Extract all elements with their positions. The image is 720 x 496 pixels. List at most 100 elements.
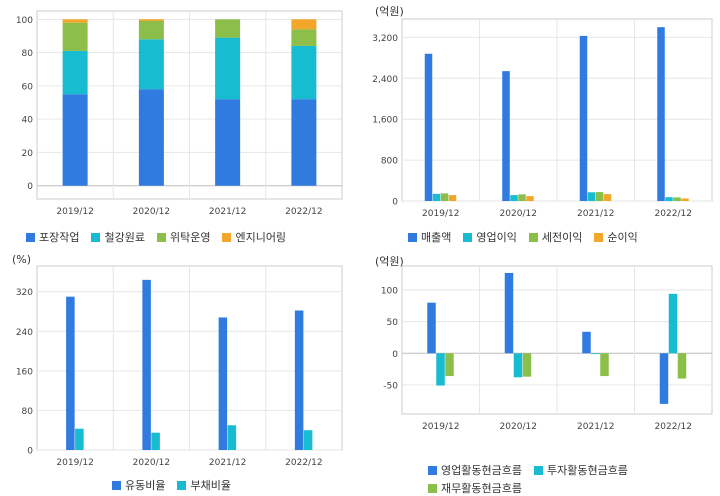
bar (440, 193, 449, 201)
legend-swatch (26, 232, 35, 242)
bar (62, 50, 88, 95)
bar (291, 45, 317, 100)
legend-label: 세전이익 (541, 231, 583, 244)
x-tick-label: 2019/12 (56, 458, 93, 468)
bar (62, 94, 88, 186)
bar (595, 192, 604, 201)
x-tick-label: 2022/12 (285, 207, 322, 217)
x-tick-label: 2019/12 (422, 422, 459, 432)
income-chart-panel: (억원) 0 800 1,600 2,400 3,200 2019/12 2020/12 20… (372, 5, 713, 219)
x-tick-label: 2021/12 (577, 422, 614, 432)
bar (668, 293, 678, 354)
bar (681, 198, 689, 201)
y-tick-label: 320 (16, 288, 33, 298)
bar (303, 430, 313, 450)
bar (138, 19, 164, 21)
legend-item: 철강원료 (91, 229, 145, 245)
legend-item: 투자활동현금흐름 (533, 462, 628, 478)
composition-chart-panel: 0 20 40 60 80 100 2019/12 2020/12 2021/12 2022/12 (10, 10, 343, 226)
composition-chart: 0 20 40 60 80 100 2019/12 2020/12 2021/12 2022/12 (16, 10, 343, 217)
bar (66, 296, 75, 450)
legend-swatch (594, 232, 604, 242)
legend-label: 순이익 (607, 231, 638, 244)
bar (62, 19, 88, 23)
x-tick-label: 2020/12 (133, 458, 170, 468)
x-tick-label: 2020/12 (500, 209, 537, 219)
ratio-chart-panel: (%) 0 80 160 240 320 2019/12 2020/12 2021/12 202… (10, 253, 343, 468)
x-tick-label: 2021/12 (209, 207, 246, 217)
legend-item: 순이익 (594, 229, 638, 245)
legend-item: 엔지니어링 (222, 229, 286, 245)
bar (291, 29, 317, 46)
bar (291, 19, 317, 30)
legend-label: 영업활동현금흐름 (441, 464, 522, 477)
bar (502, 71, 510, 201)
chart-unit-label: (억원) (375, 255, 404, 268)
chart-unit-label: (%) (12, 253, 32, 266)
bar (215, 99, 241, 186)
bar (579, 35, 588, 201)
legend-label: 매출액 (421, 231, 452, 244)
bar (215, 37, 241, 100)
chart-unit-label: (억원) (375, 5, 404, 18)
y-tick-label: 60 (22, 82, 34, 92)
x-tick-label: 2019/12 (56, 207, 93, 217)
legend-item: 영업이익 (463, 229, 517, 245)
bar (227, 425, 237, 450)
legend-label: 위탁운영 (169, 231, 211, 244)
x-tick-label: 2021/12 (209, 458, 246, 468)
bar (600, 353, 609, 377)
bar (62, 22, 88, 51)
bar (665, 197, 673, 201)
income-legend: 매출액 영업이익 세전이익 순이익 (408, 229, 708, 245)
legend-item: 매출액 (408, 229, 451, 245)
ratio-chart: 0 80 160 240 320 2019/12 2020/12 2021/12 2022/12 (16, 265, 343, 468)
bar (138, 20, 164, 40)
bar (424, 53, 433, 202)
bar (526, 196, 534, 201)
y-tick-label: 40 (22, 116, 34, 126)
legend-swatch (528, 232, 538, 242)
y-tick-label: 0 (392, 198, 398, 208)
ratio-legend: 유동비율 부채비율 (112, 477, 312, 493)
y-tick-label: -50 (383, 381, 398, 391)
cashflow-legend: 영업활동현금흐름 투자활동현금흐름 재무활동현금흐름 (428, 462, 668, 496)
bar (142, 279, 151, 450)
y-tick-label: 1,600 (372, 116, 398, 126)
y-tick-label: 20 (22, 149, 34, 159)
income-chart: 0 800 1,600 2,400 3,200 2019/12 2020/12 2021/12… (372, 18, 713, 219)
bar (504, 272, 514, 354)
legend-label: 유동비율 (125, 479, 166, 492)
y-tick-label: 50 (387, 318, 399, 328)
legend-swatch (533, 465, 543, 475)
legend-item: 유동비율 (112, 477, 165, 493)
legend-swatch (91, 232, 101, 242)
bar (138, 89, 164, 186)
legend-item: 위탁운영 (156, 229, 211, 245)
x-tick-label: 2022/12 (655, 422, 692, 432)
legend-label: 엔지니어링 (235, 231, 287, 244)
bar (138, 39, 164, 90)
legend-swatch (112, 480, 121, 490)
legend-label: 영업이익 (476, 231, 517, 244)
legend-swatch (156, 232, 166, 242)
bar (522, 353, 532, 377)
x-tick-label: 2022/12 (285, 458, 322, 468)
x-tick-label: 2021/12 (577, 209, 614, 219)
legend-label: 투자활동현금흐름 (546, 464, 628, 477)
bar (582, 331, 591, 354)
bar (673, 197, 681, 201)
bar (427, 302, 436, 354)
y-tick-label: 100 (381, 287, 398, 297)
y-tick-label: 160 (16, 367, 33, 377)
cashflow-chart-panel: (억원) -50 0 50 100 2019/12 2020/12 2021/12 2022/… (375, 255, 713, 435)
legend-swatch (463, 232, 473, 242)
legend-item: 포장작업 (26, 229, 79, 245)
y-tick-label: 100 (16, 16, 33, 26)
bar (436, 353, 445, 386)
bar (513, 353, 523, 378)
legend-label: 포장작업 (39, 231, 80, 244)
y-tick-label: 80 (22, 49, 34, 59)
x-tick-label: 2022/12 (655, 209, 692, 219)
x-tick-label: 2020/12 (133, 207, 170, 217)
